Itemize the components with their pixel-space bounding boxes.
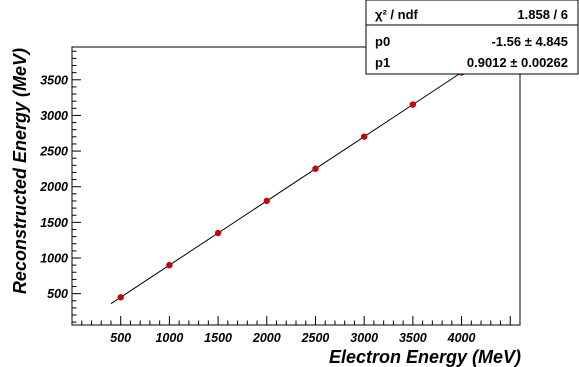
x-tick-label: 1000 (155, 331, 183, 345)
stats-row-1-value: 1.858 / 6 (517, 7, 568, 22)
y-tick-label: 2000 (39, 180, 68, 194)
y-tick-label: 1000 (40, 251, 68, 265)
x-tick-label: 3500 (399, 331, 427, 345)
x-tick-label: 2500 (301, 331, 330, 345)
plot-frame (71, 46, 521, 326)
data-point (166, 261, 173, 269)
data-point (409, 101, 417, 108)
y-tick-label: 3500 (40, 73, 68, 87)
stats-row-3-name: p1 (375, 55, 390, 70)
stats-row-2-name: p0 (375, 34, 390, 49)
x-tick-label: 3000 (350, 331, 378, 345)
data-point (360, 133, 368, 140)
y-tick-label: 500 (47, 287, 68, 301)
data-point (117, 294, 124, 301)
y-axis-title: Reconstructed Energy (MeV) (10, 48, 30, 294)
stats-row-1-name: χ² / ndf (375, 7, 419, 22)
data-point (312, 165, 319, 172)
x-tick-label: 1500 (204, 331, 232, 345)
y-tick-label: 3000 (40, 109, 68, 123)
stats-box: χ² / ndf 1.858 / 6 p0 -1.56 ± 4.845 p1 0… (365, 0, 579, 75)
x-tick-label: 4000 (447, 331, 476, 345)
data-point (214, 229, 222, 237)
x-tick-label: 2000 (252, 331, 281, 345)
data-point (263, 197, 270, 205)
y-tick-label: 1500 (40, 216, 68, 230)
stats-row-3-value: 0.9012 ± 0.00262 (467, 55, 568, 70)
stats-box-border (365, 0, 579, 75)
x-tick-label: 500 (110, 331, 131, 345)
stats-row-2-value: -1.56 ± 4.845 (491, 34, 568, 49)
x-axis-title: Electron Energy (MeV) (329, 347, 521, 367)
y-tick-label: 2500 (39, 145, 68, 159)
